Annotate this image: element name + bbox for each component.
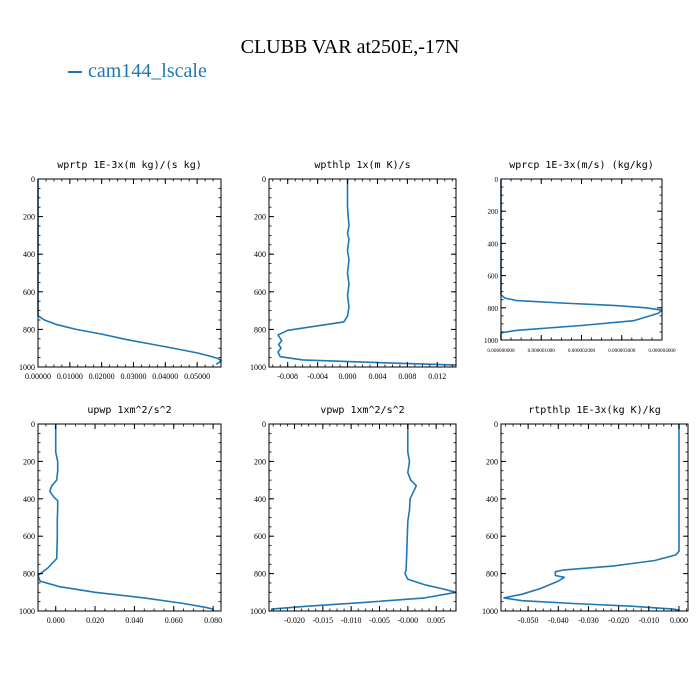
- y-tick-label: 600: [486, 532, 498, 541]
- y-tick-label: 1000: [250, 363, 266, 372]
- x-tick-label: 0.02000: [89, 372, 115, 381]
- x-tick-label: 0.000002000: [568, 348, 596, 354]
- y-tick-label: 800: [486, 570, 498, 579]
- legend-label: cam144_lscale: [88, 60, 207, 82]
- x-tick-label: -0.030: [578, 616, 599, 625]
- x-tick-label: 0.020: [86, 616, 104, 625]
- y-tick-label: 400: [488, 240, 499, 248]
- x-tick-label: 0.005: [427, 616, 445, 625]
- x-tick-label: 0.03000: [120, 372, 146, 381]
- axes-frame: [37, 178, 222, 368]
- x-tick-label: 0.008: [398, 372, 416, 381]
- y-tick-label: 0: [262, 175, 266, 184]
- y-tick-label: 200: [254, 213, 266, 222]
- panel-4: upwp 1xm^2/s^2 0 200 400 600 800 1000 0.000 0.02…: [19, 405, 222, 625]
- y-tick-label: 200: [23, 213, 35, 222]
- panel-5: vpwp 1xm^2/s^2 0 200 400 600 800 1000 -0.020 -0.…: [250, 405, 457, 625]
- x-tick-label: -0.015: [312, 616, 333, 625]
- y-tick-label: 1000: [484, 337, 499, 345]
- y-tick-label: 0: [31, 420, 35, 429]
- x-tick-label: 0.000004000: [648, 348, 676, 354]
- x-tick-label: 0.000001000: [528, 348, 556, 354]
- y-tick-label: 800: [23, 325, 35, 334]
- axes-frame: [37, 423, 222, 612]
- x-tick-label: 0.00000: [25, 372, 51, 381]
- x-tick-label: 0.000000000: [487, 348, 515, 354]
- y-tick-label: 800: [254, 325, 266, 334]
- y-tick-label: 1000: [19, 607, 35, 616]
- y-tick-label: 600: [254, 288, 266, 297]
- y-tick-label: 200: [23, 457, 35, 466]
- x-tick-label: 0.004: [368, 372, 386, 381]
- x-tick-label: -0.010: [638, 616, 659, 625]
- legend-line-swatch: [68, 71, 82, 74]
- y-tick-label: 1000: [19, 363, 35, 372]
- panel-title: vpwp 1xm^2/s^2: [320, 405, 404, 416]
- y-tick-label: 0: [31, 175, 35, 184]
- y-tick-label: 400: [486, 495, 498, 504]
- x-tick-label: -0.000: [397, 616, 418, 625]
- y-tick-label: 800: [23, 570, 35, 579]
- series-line: [277, 179, 457, 366]
- x-tick-label: 0.000: [339, 372, 357, 381]
- y-tick-label: 600: [488, 273, 499, 281]
- x-tick-label: -0.010: [341, 616, 362, 625]
- x-tick-label: -0.020: [608, 616, 629, 625]
- panel-title: wprtp 1E-3x(m kg)/(s kg): [57, 160, 202, 171]
- y-tick-label: 400: [254, 495, 266, 504]
- panel-title: wpthlp 1x(m K)/s: [314, 160, 410, 171]
- y-tick-label: 600: [254, 532, 266, 541]
- y-tick-label: 800: [254, 570, 266, 579]
- series-line: [37, 424, 214, 611]
- axes-frame: [268, 178, 457, 368]
- y-tick-label: 0: [494, 420, 498, 429]
- x-tick-label: -0.008: [277, 372, 298, 381]
- x-tick-label: -0.005: [369, 616, 390, 625]
- panel-6: rtpthlp 1E-3x(kg K)/kg 0 200 400 600 800 1000 -…: [482, 405, 689, 625]
- panel-1: wprtp 1E-3x(m kg)/(s kg) 0 200 400 600 800 100…: [19, 160, 222, 381]
- x-tick-label: 0.000: [47, 616, 65, 625]
- y-tick-label: 600: [23, 532, 35, 541]
- y-tick-label: 1000: [482, 607, 498, 616]
- axes-frame: [268, 423, 457, 612]
- y-tick-label: 400: [23, 495, 35, 504]
- axes-frame: [500, 423, 689, 612]
- figure-title: CLUBB VAR at250E,-17N: [240, 36, 460, 58]
- series-line: [270, 424, 457, 611]
- series-line: [503, 424, 680, 611]
- panel-3: wprcp 1E-3x(m/s) (kg/kg) 0 200 400 600 800 100…: [484, 160, 676, 354]
- y-tick-label: 0: [495, 176, 499, 184]
- legend: cam144_lscale: [68, 60, 207, 83]
- x-tick-label: -0.020: [284, 616, 305, 625]
- y-tick-label: 200: [254, 457, 266, 466]
- y-tick-label: 400: [254, 250, 266, 259]
- y-tick-label: 0: [262, 420, 266, 429]
- x-tick-label: 0.040: [125, 616, 143, 625]
- panel-title: wprcp 1E-3x(m/s) (kg/kg): [509, 160, 654, 171]
- y-tick-label: 1000: [250, 607, 266, 616]
- x-tick-label: -0.050: [518, 616, 539, 625]
- axes-frame: [500, 178, 663, 341]
- x-tick-label: 0.080: [204, 616, 222, 625]
- x-tick-label: 0.060: [165, 616, 183, 625]
- x-tick-label: 0.04000: [152, 372, 178, 381]
- x-tick-label: 0.000: [670, 616, 688, 625]
- x-tick-label: 0.01000: [57, 372, 83, 381]
- panel-title: upwp 1xm^2/s^2: [87, 405, 171, 416]
- panel-2: wpthlp 1x(m K)/s 0 200 400 600 800 1000 -0.008-…: [250, 160, 457, 381]
- x-tick-label: 0.05000: [184, 372, 210, 381]
- x-tick-label: 0.000003000: [608, 348, 636, 354]
- y-tick-label: 200: [488, 208, 499, 216]
- y-tick-label: 200: [486, 457, 498, 466]
- panel-title: rtpthlp 1E-3x(kg K)/kg: [528, 405, 660, 416]
- x-tick-label: -0.004: [307, 372, 328, 381]
- y-tick-label: 600: [23, 288, 35, 297]
- x-tick-label: 0.012: [428, 372, 446, 381]
- x-tick-label: -0.040: [548, 616, 569, 625]
- y-tick-label: 800: [488, 305, 499, 313]
- series-line: [37, 179, 222, 365]
- y-tick-label: 400: [23, 250, 35, 259]
- series-line: [500, 179, 663, 340]
